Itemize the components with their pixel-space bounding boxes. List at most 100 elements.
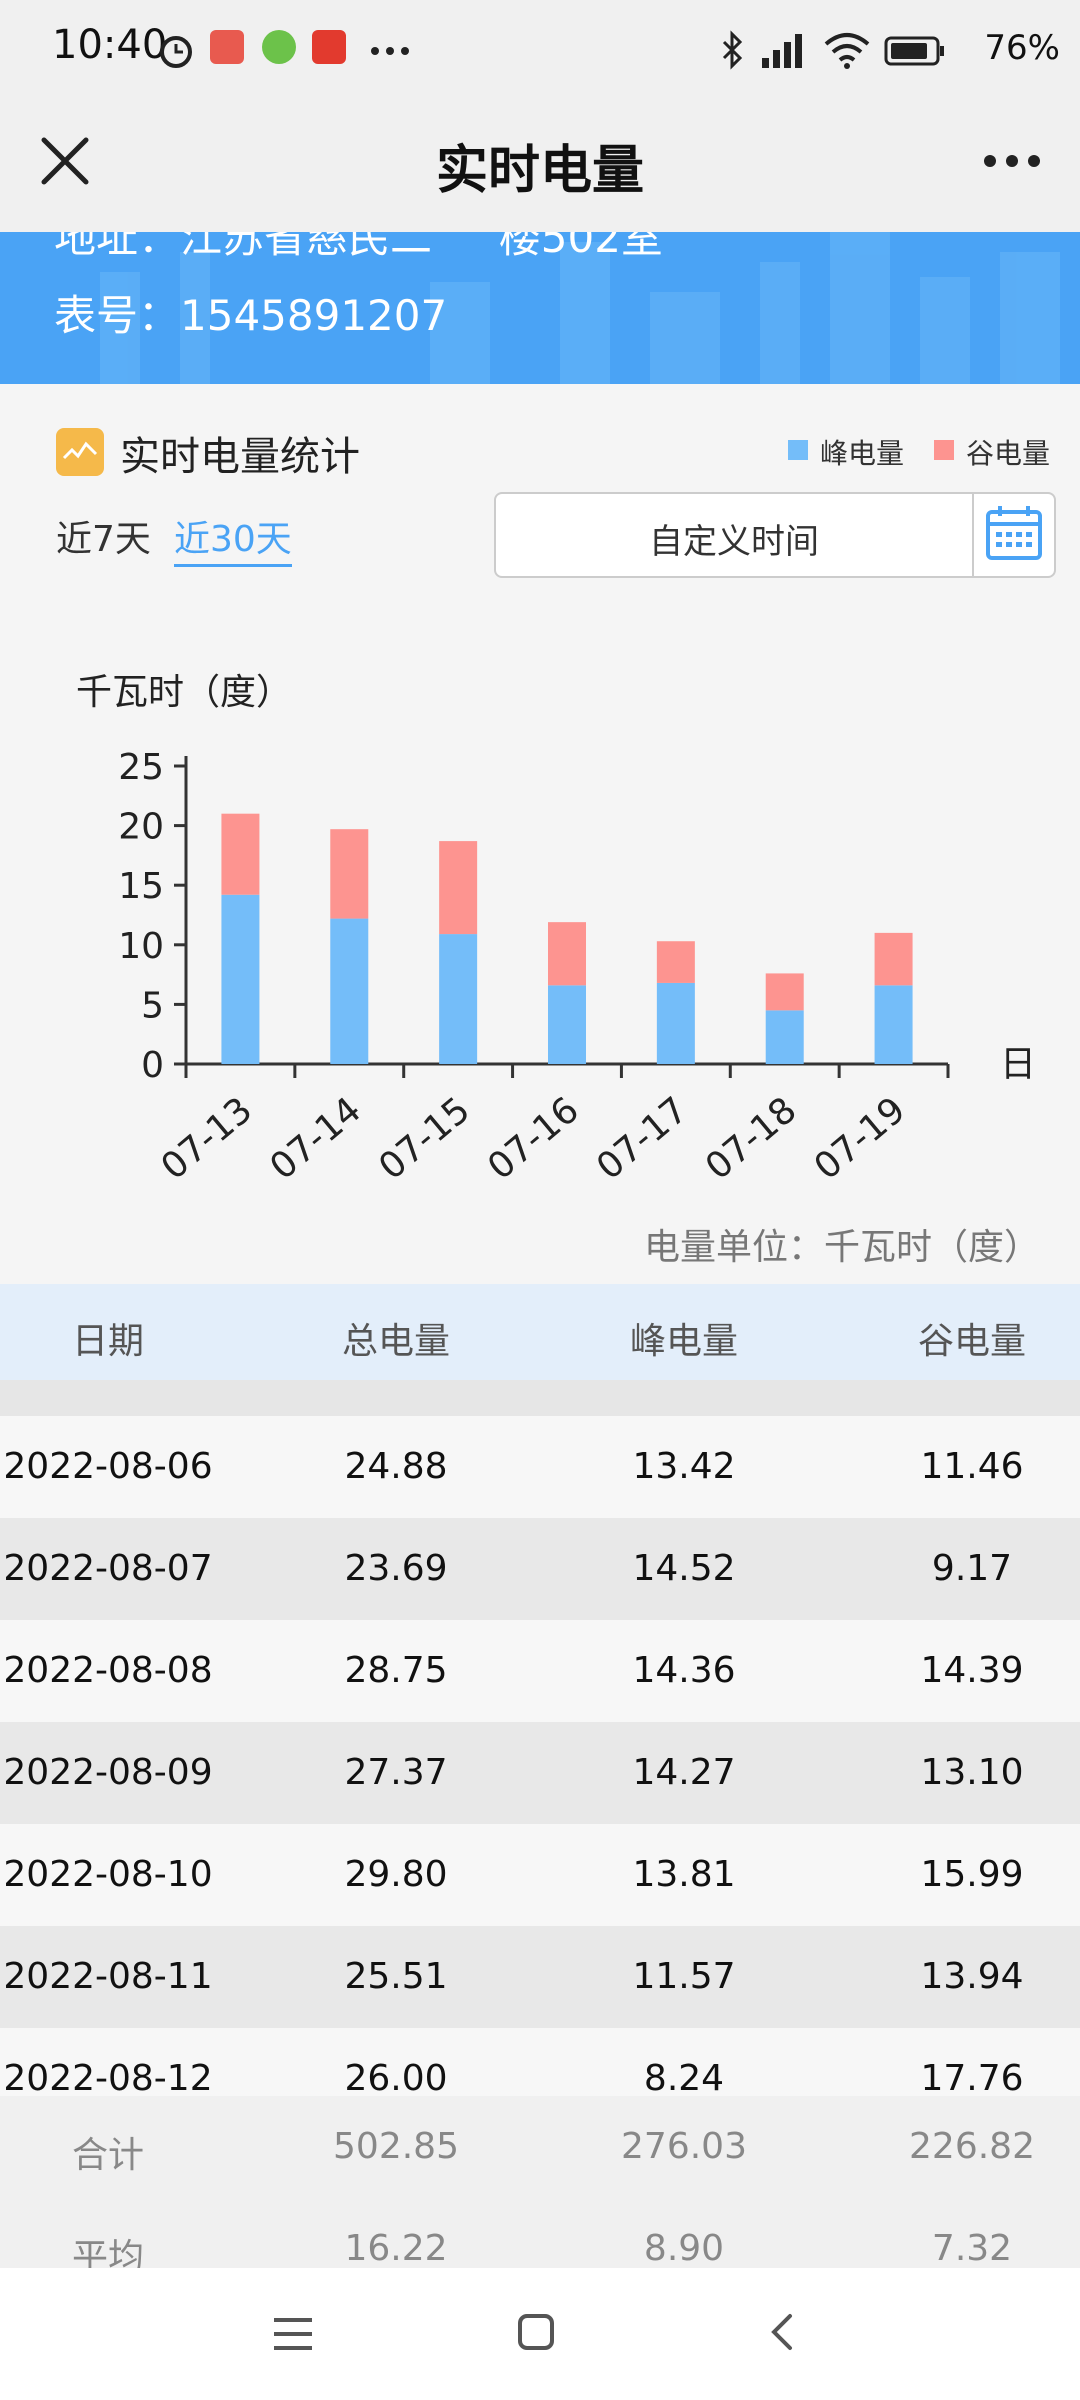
cell-total: 24.88 <box>344 1446 448 1487</box>
bar-peak <box>439 934 478 1064</box>
close-icon[interactable] <box>30 126 100 196</box>
col-header-valley: 谷电量 <box>917 1321 1027 1362</box>
cell-date: 2022-08-11 <box>3 1956 213 1997</box>
cell-valley: 13.10 <box>920 1752 1024 1793</box>
stats-icon <box>56 428 104 476</box>
bar-valley <box>548 922 586 986</box>
custom-time-label: 自定义时间 <box>649 522 819 562</box>
system-nav-bar <box>0 2268 1080 2400</box>
legend-label-peak: 峰电量 <box>820 437 905 470</box>
y-tick-label: 10 <box>118 926 164 967</box>
tab-7-days[interactable]: 近7天 <box>56 519 151 560</box>
calendar-button[interactable] <box>972 494 1054 576</box>
cell-peak: 8.24 <box>643 2058 725 2099</box>
account-banner: 地址：江苏省慈民二 楼502室 表号：1545891207 <box>0 232 1080 384</box>
stats-title: 实时电量统计 <box>120 434 360 480</box>
bar-peak <box>874 985 913 1064</box>
cell-peak: 14.27 <box>632 1752 736 1793</box>
summary-cell-peak: 8.90 <box>643 2228 725 2269</box>
signal-icon <box>762 34 802 68</box>
cell-peak: 14.52 <box>632 1548 736 1589</box>
cell-date: 2022-08-09 <box>3 1752 213 1793</box>
y-tick-label: 15 <box>118 866 164 907</box>
cell-valley: 17.76 <box>920 2058 1024 2099</box>
y-tick-label: 25 <box>118 747 164 788</box>
app-icon-2 <box>262 30 296 64</box>
table-row: 2022-08-11 25.51 11.57 13.94 <box>0 1926 1080 2029</box>
bar-valley <box>221 813 260 895</box>
address-text: 地址：江苏省慈民二 楼502室 <box>54 232 663 262</box>
cell-peak: 14.36 <box>632 1650 736 1691</box>
cell-date: 2022-08-06 <box>3 1446 213 1487</box>
legend-swatch-valley <box>934 440 954 460</box>
col-header-date: 日期 <box>71 1321 145 1362</box>
battery-percent: 76% <box>984 28 1060 68</box>
unit-note: 电量单位：千瓦时（度） <box>643 1227 1040 1268</box>
bluetooth-icon <box>722 30 743 70</box>
alarm-icon <box>160 36 192 68</box>
app-icon-1 <box>210 30 244 64</box>
meter-number: 表号：1545891207 <box>54 291 448 340</box>
summary-cell-valley: 7.32 <box>931 2228 1013 2269</box>
x-tick-label: 07-18 <box>698 1089 804 1188</box>
y-axis-label: 千瓦时（度） <box>76 672 292 713</box>
cell-date: 2022-08-07 <box>3 1548 213 1589</box>
x-tick-label: 07-14 <box>263 1089 369 1188</box>
legend-label-valley: 谷电量 <box>966 437 1051 470</box>
cell-total: 25.51 <box>344 1956 448 1997</box>
col-header-peak: 峰电量 <box>629 1321 739 1362</box>
bar-peak <box>548 985 586 1064</box>
cell-total: 27.37 <box>344 1752 448 1793</box>
bar-peak <box>330 918 369 1064</box>
tab-30-days[interactable]: 近30天 <box>174 510 292 567</box>
battery-icon <box>884 36 944 66</box>
cell-valley: 15.99 <box>920 1854 1024 1895</box>
table-row: 2022-08-07 23.69 14.52 9.17 <box>0 1518 1080 1621</box>
x-tick-label: 07-16 <box>480 1089 586 1188</box>
summary-cell-valley: 226.82 <box>909 2126 1035 2167</box>
bar-valley <box>330 829 369 919</box>
bar-valley <box>656 941 695 983</box>
cell-valley: 13.94 <box>920 1956 1024 1997</box>
cell-total: 26.00 <box>344 2058 448 2099</box>
status-time: 10:40 <box>52 22 168 68</box>
cell-date: 2022-08-12 <box>3 2058 213 2099</box>
cell-valley: 11.46 <box>920 1446 1024 1487</box>
summary-cell-peak: 276.03 <box>621 2126 747 2167</box>
bar-peak <box>765 1010 804 1064</box>
bar-valley <box>874 932 913 986</box>
y-tick-label: 5 <box>141 985 164 1026</box>
summary-row-total: 合计 502.85 276.03 226.82 <box>0 2096 1080 2199</box>
cell-peak: 13.42 <box>632 1446 736 1487</box>
bar-valley <box>765 973 804 1011</box>
bar-peak <box>656 982 695 1064</box>
y-tick-label: 20 <box>118 807 164 848</box>
x-tick-label: 07-17 <box>589 1089 695 1188</box>
x-axis-label: 日 <box>1000 1044 1036 1085</box>
cell-peak: 11.57 <box>632 1956 736 1997</box>
cell-peak: 13.81 <box>632 1854 736 1895</box>
col-header-total: 总电量 <box>341 1321 451 1362</box>
x-tick-label: 07-15 <box>371 1089 477 1188</box>
summary-cell-total: 16.22 <box>344 2228 448 2269</box>
status-bar: 10:40 76% <box>0 0 1080 104</box>
home-icon[interactable] <box>514 2310 558 2354</box>
city-skyline-decoration <box>100 232 1060 384</box>
back-icon[interactable] <box>762 2310 802 2354</box>
legend-swatch-peak <box>788 440 808 460</box>
cell-valley: 14.39 <box>920 1650 1024 1691</box>
app-header: 实时电量 <box>0 104 1080 232</box>
table-spacer <box>0 1380 1080 1416</box>
table-row: 2022-08-08 28.75 14.36 14.39 <box>0 1620 1080 1723</box>
bar-peak <box>221 894 260 1064</box>
table-header: 日期 总电量 峰电量 谷电量 <box>0 1284 1080 1380</box>
cell-date: 2022-08-10 <box>3 1854 213 1895</box>
cell-valley: 9.17 <box>931 1548 1013 1589</box>
calendar-icon <box>986 506 1042 560</box>
menu-icon[interactable] <box>270 2312 316 2356</box>
more-icon[interactable] <box>972 126 1052 196</box>
wifi-icon <box>824 33 870 69</box>
table-row: 2022-08-06 24.88 13.42 11.46 <box>0 1416 1080 1519</box>
custom-time-picker[interactable]: 自定义时间 <box>494 492 1056 578</box>
table-row: 2022-08-10 29.80 13.81 15.99 <box>0 1824 1080 1927</box>
